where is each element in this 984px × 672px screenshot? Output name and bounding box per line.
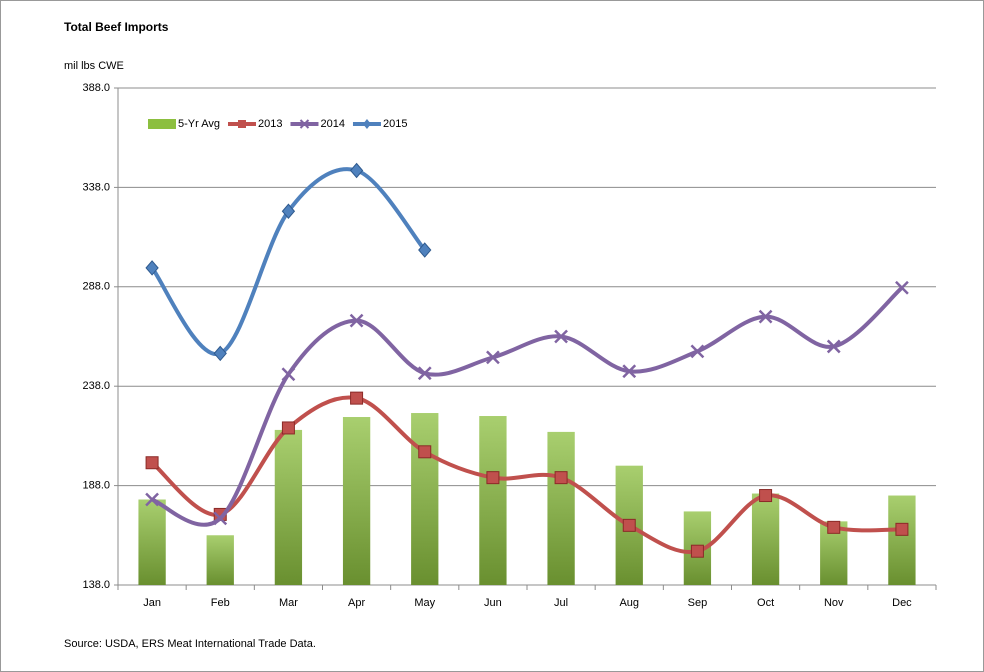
marker — [349, 313, 364, 328]
x-tick-label: Jul — [554, 597, 568, 609]
marker — [758, 309, 773, 324]
x-tick-label: Sep — [688, 597, 708, 609]
x-tick-label: Apr — [348, 597, 365, 609]
y-tick-label: 338.0 — [82, 181, 110, 193]
bar-shade — [411, 413, 439, 585]
marker — [622, 364, 637, 379]
marker — [213, 345, 227, 362]
marker — [145, 260, 159, 276]
y-tick-label: 238.0 — [82, 380, 110, 392]
legend-label: 5-Yr Avg — [178, 118, 220, 130]
chart-title: Total Beef Imports — [64, 20, 169, 34]
bar-shade — [206, 535, 234, 585]
marker — [486, 471, 500, 485]
legend-marker — [238, 120, 246, 128]
y-axis-label: mil lbs CWE — [64, 60, 124, 72]
y-tick-label: 138.0 — [82, 579, 110, 591]
bar-shade — [274, 429, 303, 585]
marker — [554, 329, 568, 344]
x-tick-label: Jan — [143, 597, 161, 609]
marker — [622, 518, 636, 532]
marker — [281, 203, 296, 220]
marker — [418, 242, 432, 258]
y-tick-label: 388.0 — [82, 82, 110, 94]
legend-swatch — [148, 119, 176, 129]
legend-label: 2013 — [258, 118, 282, 130]
y-tick-label: 188.0 — [82, 480, 110, 492]
marker — [213, 511, 228, 526]
marker — [145, 492, 159, 507]
legend-label: 2015 — [383, 118, 407, 130]
marker — [281, 421, 295, 435]
y-tick-label: 288.0 — [82, 281, 110, 293]
x-tick-label: Aug — [619, 597, 639, 609]
marker — [145, 456, 159, 470]
x-tick-label: May — [414, 597, 435, 609]
legend-marker — [299, 119, 310, 129]
bar-shade — [342, 417, 371, 585]
source: Source: USDA, ERS Meat International Tra… — [64, 638, 316, 650]
line — [150, 167, 427, 356]
marker — [759, 489, 773, 503]
marker — [486, 350, 500, 365]
bar-shade — [138, 499, 166, 585]
marker — [895, 522, 909, 536]
marker — [349, 162, 364, 179]
marker — [690, 544, 704, 558]
x-tick-label: Oct — [757, 597, 774, 609]
legend-marker — [362, 119, 371, 129]
bar-shade — [479, 416, 507, 585]
marker — [826, 339, 841, 354]
bar-shade — [751, 493, 780, 585]
bar-shade — [547, 431, 575, 585]
marker — [690, 344, 705, 359]
marker — [554, 471, 568, 485]
marker — [827, 520, 841, 534]
bar-shade — [888, 495, 916, 585]
x-tick-label: Jun — [484, 597, 502, 609]
marker — [417, 366, 432, 381]
x-tick-label: Dec — [892, 597, 912, 609]
marker — [350, 391, 364, 405]
line — [151, 286, 904, 527]
marker — [895, 280, 909, 295]
legend-label: 2014 — [320, 118, 344, 130]
marker — [281, 367, 296, 382]
x-tick-label: Mar — [279, 597, 298, 609]
x-tick-label: Feb — [211, 597, 230, 609]
x-tick-label: Nov — [824, 597, 844, 609]
marker — [418, 445, 432, 459]
